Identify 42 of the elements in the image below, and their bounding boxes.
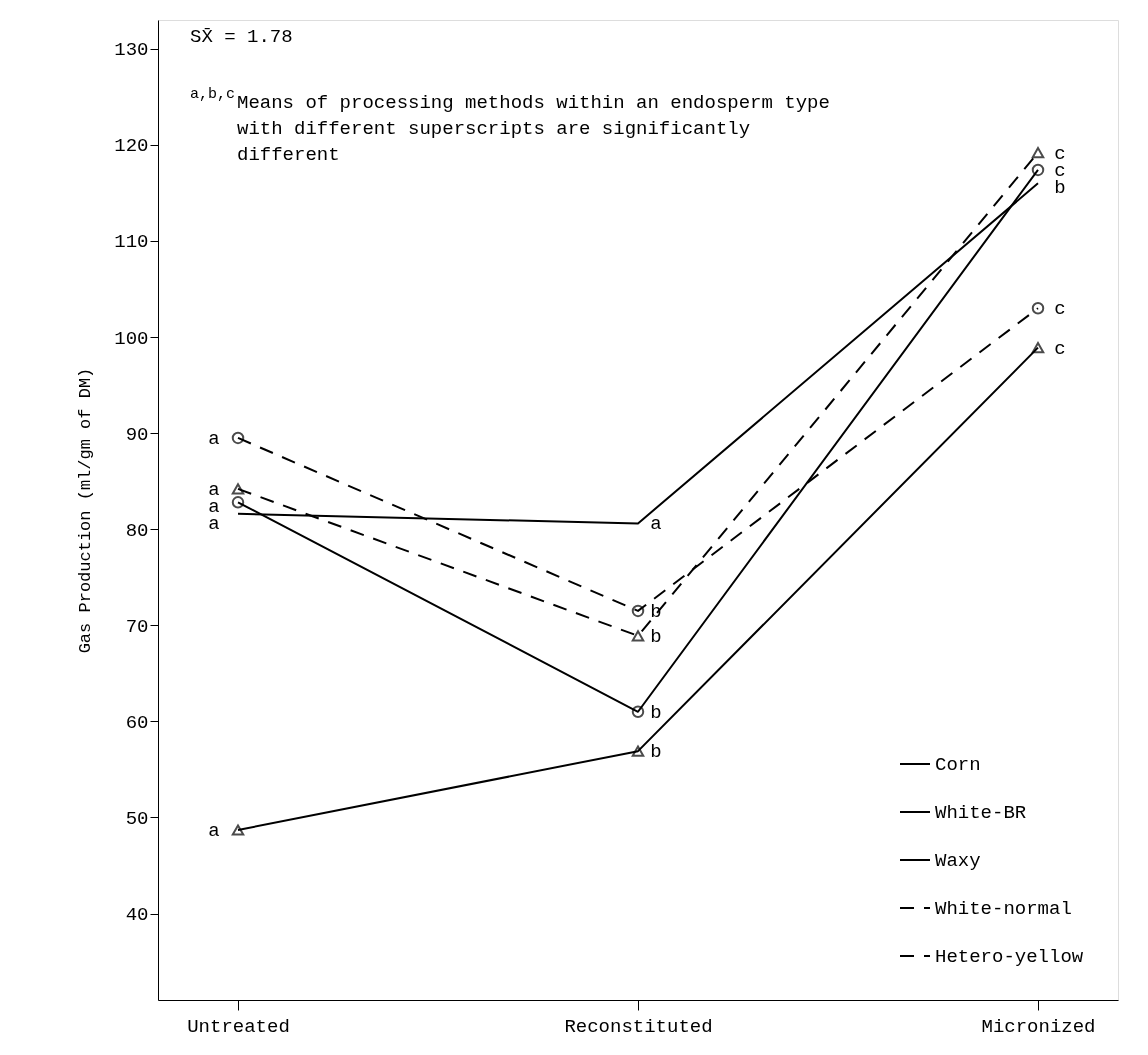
annotation: SX̄ = 1.78 <box>190 26 293 48</box>
annotation: c <box>1054 142 1066 165</box>
legend-label: White-normal <box>935 898 1072 920</box>
legend-label: Waxy <box>935 850 981 872</box>
annotation: b <box>650 701 662 724</box>
y-tick-label: 50 <box>125 807 149 830</box>
annotation: c <box>1054 298 1066 321</box>
point <box>231 483 245 495</box>
point <box>631 630 645 642</box>
point <box>1031 342 1045 354</box>
point <box>631 705 645 718</box>
y-tick-label: 100 <box>114 327 149 350</box>
x-tick-label: Reconstituted <box>564 1015 713 1038</box>
annotation: b <box>650 625 662 648</box>
y-tick-label: 130 <box>114 39 149 62</box>
point <box>231 496 245 509</box>
annotation: a <box>208 427 220 450</box>
point <box>231 431 245 445</box>
y-tick-label: 110 <box>114 231 149 254</box>
y-axis-title: Gas Production (ml/gm of DM) <box>76 367 96 654</box>
y-tick-label: 70 <box>125 615 149 638</box>
y-tick-label: 80 <box>125 519 149 542</box>
legend-label: Hetero-yellow <box>935 946 1084 968</box>
point <box>1031 163 1045 177</box>
annotation: a <box>650 513 662 536</box>
annotation: b <box>1054 176 1066 199</box>
point <box>631 745 645 757</box>
y-tick-label: 60 <box>125 711 149 734</box>
y-tick-label: 90 <box>125 423 149 446</box>
point <box>631 604 645 618</box>
point <box>1031 302 1045 315</box>
x-tick-label: Untreated <box>187 1015 290 1038</box>
y-tick-label: 120 <box>114 135 149 158</box>
annotation: c <box>1054 337 1066 360</box>
x-tick-label: Micronized <box>981 1015 1096 1038</box>
point <box>231 824 245 836</box>
annotation: b <box>650 741 662 764</box>
annotation: a <box>208 819 220 842</box>
point <box>1031 147 1045 159</box>
legend-label: Corn <box>935 754 981 776</box>
y-tick-label: 40 <box>125 904 149 927</box>
legend-label: White-BR <box>935 802 1027 824</box>
